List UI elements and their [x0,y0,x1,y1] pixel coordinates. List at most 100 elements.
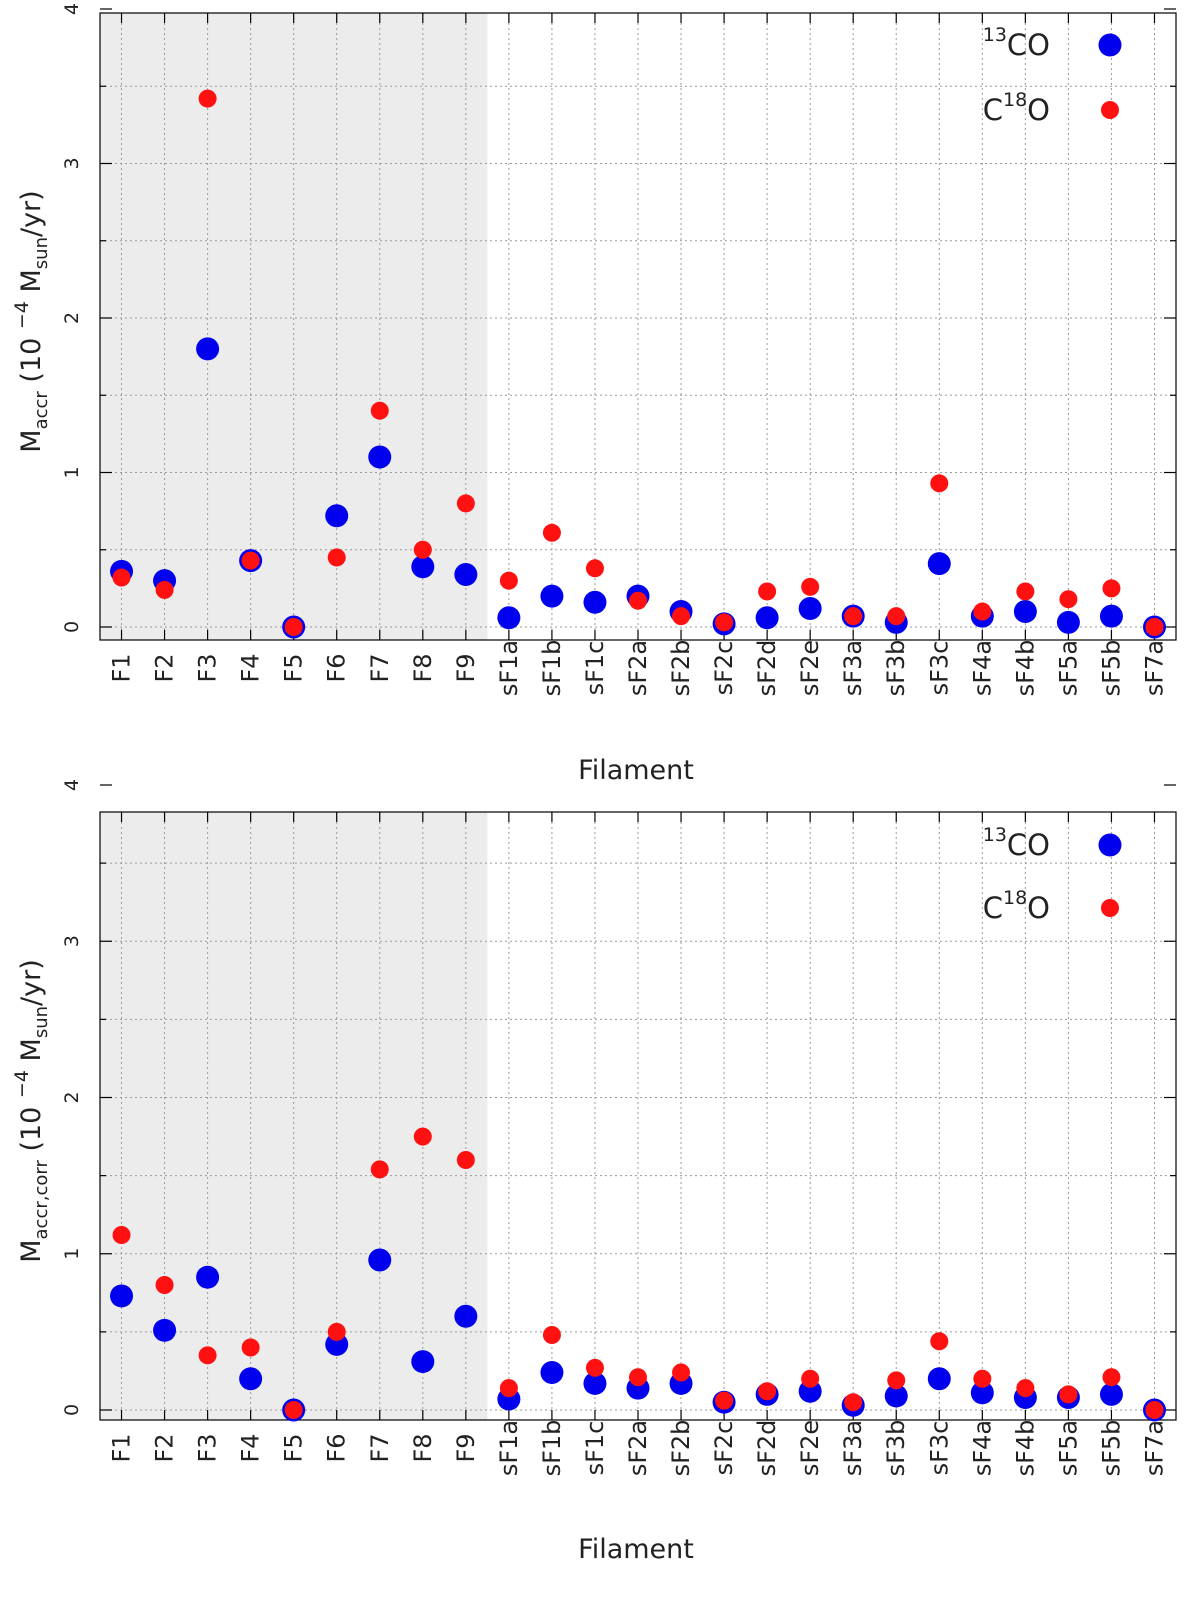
point-c18o [844,1393,863,1412]
point-13co [325,504,349,528]
legend-label: C18O [983,89,1050,127]
y-tick-label: 0 [61,1404,83,1416]
panel-bottom: 0 1 2 3 4 F1 F2 F3 F4 F5 F6 F7 F8 F9 sF1a sF1b sF1c sF2a s… [11,779,1177,1565]
point-13co [1099,1382,1123,1406]
x-tick-label: sF2b [667,640,695,697]
point-c18o [930,1332,949,1351]
point-c18o [456,1151,475,1169]
x-tick-label: sF4b [1011,1420,1039,1477]
x-tick-label: sF1b [538,640,566,697]
x-tick-label: sF2a [624,640,652,696]
point-c18o [844,607,863,626]
x-tick-label: F6 [323,1433,351,1462]
point-c18o [973,1369,992,1388]
point-c18o [715,613,734,632]
point-13co [540,1361,564,1384]
point-13co [1013,600,1037,624]
point-c18o [112,568,131,587]
legend-marker [1101,899,1119,917]
shaded-region [100,13,488,640]
point-c18o [542,523,561,542]
point-c18o [672,1363,691,1382]
x-tick-label: sF1a [495,640,523,696]
point-13co [970,1381,994,1405]
point-c18o [112,1226,131,1244]
y-axis-label: Maccr,corr (10 −4 Msun/yr) [11,959,52,1263]
point-13co [368,445,392,469]
x-tick-label: sF2b [667,1420,695,1477]
y-tick-label: 3 [61,157,83,169]
x-tick-label: sF2d [753,1420,781,1477]
y-tick-label: 1 [61,466,83,478]
point-13co [540,584,564,608]
x-tick-label: sF1c [581,1421,609,1476]
x-tick-label: sF1a [495,1420,523,1476]
x-tick-label: F4 [237,653,265,682]
y-tick-label: 0 [61,621,83,633]
x-tick-label: F4 [237,1433,265,1462]
point-13co [411,1350,435,1374]
x-tick-label: sF4a [968,1420,996,1476]
point-c18o [1016,582,1035,601]
point-c18o [930,474,949,493]
x-tick-label: sF1b [538,1420,566,1477]
x-tick-label: F1 [108,1433,136,1462]
x-tick-label: sF7a [1140,640,1168,696]
x-tick-label: sF3c [925,1421,953,1476]
x-tick-label: sF5a [1054,640,1082,696]
point-c18o [585,1358,604,1377]
x-tick-label: sF2a [624,1420,652,1476]
point-13co [1099,604,1123,628]
point-13co [927,552,951,576]
point-c18o [327,1322,346,1341]
point-13co [583,1371,607,1395]
y-tick-label: 4 [61,779,83,791]
y-tick-label: 2 [61,1091,83,1103]
y-tick-label: 2 [61,312,83,324]
y-tick-label: 3 [61,935,83,947]
legend-label: 13CO [983,824,1050,862]
point-c18o [1059,1385,1078,1404]
panel-top: 0 1 2 3 4 F1 F2 F3 F4 F5 F6 F7 F8 F9 sF1a sF1b sF1c sF2a s… [11,3,1177,786]
point-c18o [672,607,691,626]
legend-marker [1098,833,1122,857]
x-axis-label: Filament [578,1534,694,1565]
legend-marker [1098,33,1122,57]
x-tick-label: sF5a [1054,1420,1082,1476]
y-tick-label: 1 [61,1248,83,1260]
x-tick-label: F2 [151,653,179,682]
x-tick-label: sF3a [839,1420,867,1476]
x-tick-label: F1 [108,653,136,682]
point-c18o [887,607,906,626]
point-c18o [284,618,303,636]
point-13co [1056,610,1080,634]
point-c18o [198,1346,217,1365]
point-13co [153,1318,177,1342]
x-tick-label: F3 [194,653,222,682]
x-tick-label: sF2c [710,1421,738,1476]
point-c18o [629,591,647,610]
point-c18o [327,548,346,567]
x-tick-label: sF2e [796,640,824,696]
x-tick-label: F2 [151,1433,179,1462]
x-tick-label: sF5b [1097,640,1125,697]
point-c18o [241,551,260,570]
x-tick-label: sF2d [753,640,781,697]
point-c18o [1102,579,1121,598]
point-c18o [887,1371,906,1390]
x-tick-label: sF7a [1140,1420,1168,1476]
x-tick-label: sF2c [710,641,738,696]
point-c18o [801,577,820,596]
point-c18o [370,1160,389,1179]
point-c18o [1059,590,1078,609]
point-13co [798,596,822,620]
point-c18o [499,571,518,590]
point-c18o [801,1369,820,1388]
point-13co [196,337,220,361]
point-13co [196,1265,220,1289]
x-axis-label: Filament [578,755,694,786]
x-tick-label: F7 [366,1433,394,1462]
point-13co [497,606,521,630]
point-c18o [370,401,389,420]
x-tick-label: F9 [452,653,480,682]
